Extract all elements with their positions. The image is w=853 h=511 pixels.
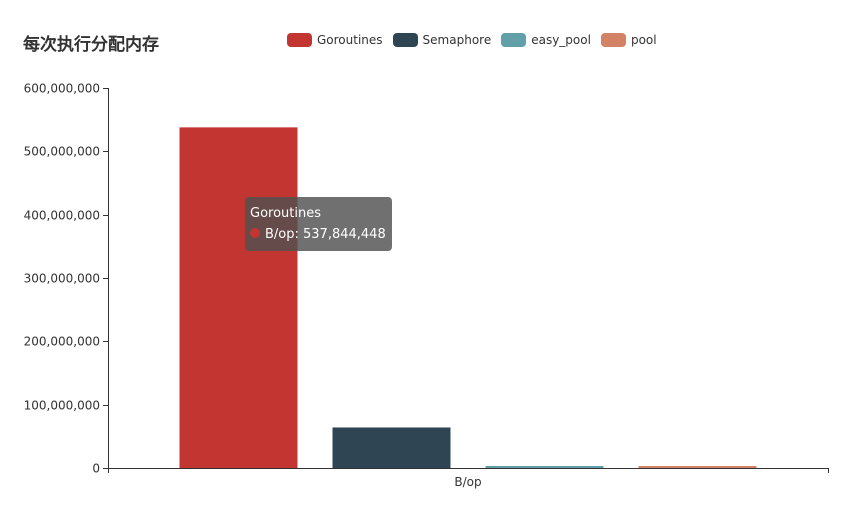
legend-swatch-semaphore <box>392 33 418 47</box>
legend-label-goroutines: Goroutines <box>317 33 383 47</box>
legend-item-easy-pool[interactable]: easy_pool <box>501 33 591 47</box>
tooltip-marker-icon <box>250 228 260 238</box>
y-tick-label: 500,000,000 <box>24 145 100 159</box>
y-tick-label: 300,000,000 <box>24 272 100 286</box>
legend-label-pool: pool <box>630 33 657 47</box>
legend-label-easy-pool: easy_pool <box>531 33 591 47</box>
legend-item-pool[interactable]: pool <box>600 33 657 47</box>
legend-swatch-easy-pool <box>501 33 527 47</box>
tooltip-row: B/op: 537,844,448 <box>250 224 386 245</box>
bar-goroutines <box>179 127 298 469</box>
legend-swatch-pool <box>600 33 626 47</box>
tooltip-series-name: Goroutines <box>250 206 321 221</box>
y-tick-label: 600,000,000 <box>24 82 100 96</box>
bar-easy-pool <box>485 466 604 468</box>
bar-semaphore <box>332 427 451 468</box>
y-tick-label: 400,000,000 <box>24 209 100 223</box>
y-tick-label: 200,000,000 <box>24 335 100 349</box>
bar-pool <box>638 466 757 468</box>
y-tick-label: 100,000,000 <box>24 399 100 413</box>
tooltip: Goroutines B/op: 537,844,448 <box>245 197 392 251</box>
chart-title: 每次执行分配内存 <box>23 35 159 55</box>
legend-item-goroutines[interactable]: Goroutines <box>287 33 383 47</box>
x-tick-label: B/op <box>454 475 481 489</box>
tooltip-value: B/op: 537,844,448 <box>265 227 386 242</box>
legend-label-semaphore: Semaphore <box>422 33 492 47</box>
y-tick-label: 0 <box>92 462 100 476</box>
legend-item-semaphore[interactable]: Semaphore <box>392 33 492 47</box>
legend: Goroutines Semaphore easy_pool pool <box>287 31 667 49</box>
legend-swatch-goroutines <box>287 33 312 47</box>
